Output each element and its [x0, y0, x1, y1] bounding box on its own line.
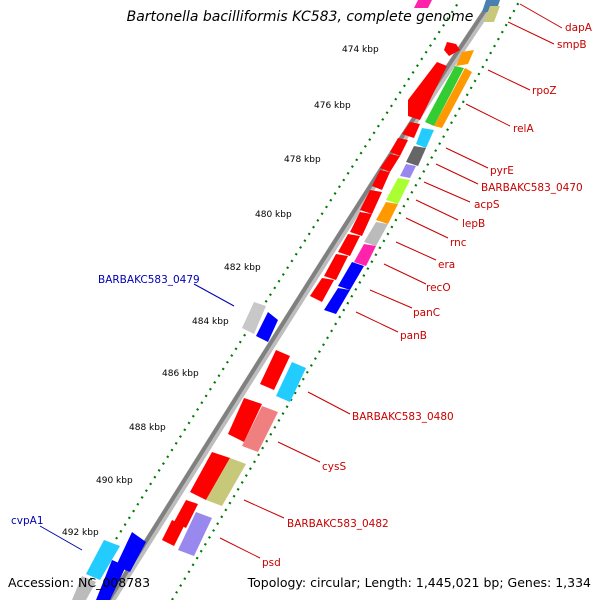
label-leader — [277, 441, 321, 463]
label-leader — [415, 199, 459, 221]
gene-feature[interactable] — [310, 278, 334, 302]
tick-label: 478 kbp — [284, 155, 321, 165]
label-leader — [355, 311, 399, 333]
gene-label-smpb[interactable]: smpB — [557, 39, 587, 51]
gene-label-dapa[interactable]: dapA — [565, 22, 593, 34]
gene-feature[interactable] — [96, 560, 126, 600]
gene-feature[interactable] — [260, 350, 290, 390]
label-leader — [39, 525, 83, 551]
forward-gene-labels: BARBAKC583_0479 cvpA1 — [11, 274, 235, 551]
genome-title: Bartonella bacilliformis KC583, complete… — [126, 9, 474, 25]
gene-label-acps[interactable]: acpS — [474, 199, 500, 211]
gene-feature[interactable] — [456, 50, 474, 66]
gene-feature[interactable] — [338, 262, 364, 290]
backbone-shadow — [107, 0, 498, 600]
label-leader — [435, 163, 479, 185]
gene-feature[interactable] — [190, 452, 230, 500]
label-leader — [423, 181, 471, 203]
gene-feature[interactable] — [444, 42, 460, 56]
tick-label: 484 kbp — [192, 317, 229, 327]
gene-feature[interactable] — [242, 302, 266, 334]
gene-feature[interactable] — [116, 532, 146, 572]
gene-feature[interactable] — [72, 576, 96, 600]
gene-feature[interactable] — [350, 212, 372, 236]
gene-feature[interactable] — [360, 190, 382, 214]
gene-feature[interactable] — [276, 362, 306, 402]
gene-label-rnc[interactable]: rnc — [450, 237, 467, 249]
gene-label-cyss[interactable]: cysS — [322, 461, 346, 473]
gene-feature[interactable] — [174, 500, 198, 528]
label-leader — [405, 217, 449, 239]
gene-feature[interactable] — [324, 288, 350, 314]
label-leader — [487, 69, 531, 91]
label-leader — [193, 283, 235, 307]
gene-feature[interactable] — [390, 138, 408, 156]
tick-label: 490 kbp — [96, 476, 133, 486]
tick-label: 486 kbp — [162, 369, 199, 379]
gene-feature[interactable] — [206, 458, 246, 506]
gene-label-barbakc583-0482[interactable]: BARBAKC583_0482 — [287, 518, 389, 530]
label-leader — [383, 263, 427, 285]
gene-label-reco[interactable]: recO — [426, 282, 451, 294]
gene-feature[interactable] — [386, 178, 410, 204]
label-leader — [369, 289, 413, 309]
tick-label: 476 kbp — [314, 101, 351, 111]
gene-feature[interactable] — [425, 66, 464, 126]
gene-feature[interactable] — [86, 540, 120, 580]
reverse-gene-labels: dapA smpB rpoZ relA pyrE BARBAKC583_0470… — [219, 3, 593, 569]
gene-feature[interactable] — [402, 122, 420, 138]
gene-feature[interactable] — [434, 68, 472, 128]
gene-feature[interactable] — [354, 244, 376, 266]
gene-features — [72, 0, 500, 600]
gene-label-panb[interactable]: panB — [400, 330, 427, 342]
gene-label-pyre[interactable]: pyrE — [490, 165, 514, 177]
gene-feature[interactable] — [484, 6, 500, 22]
gene-feature[interactable] — [408, 62, 447, 120]
tick-label: 474 kbp — [342, 45, 379, 55]
gene-feature[interactable] — [380, 154, 400, 172]
gene-feature[interactable] — [400, 164, 416, 178]
outer-tick-ring — [77, 0, 461, 600]
gene-feature[interactable] — [376, 202, 398, 224]
gene-label-rela[interactable]: relA — [513, 123, 534, 135]
gene-feature[interactable] — [242, 406, 278, 452]
tick-label: 488 kbp — [129, 423, 166, 433]
gene-label-panc[interactable]: panC — [413, 307, 440, 319]
gene-feature[interactable] — [364, 222, 388, 246]
label-leader — [243, 499, 285, 519]
label-leader — [307, 391, 351, 415]
tick-labels: 474 kbp 476 kbp 478 kbp 480 kbp 482 kbp … — [62, 45, 379, 538]
tick-label: 492 kbp — [62, 528, 99, 538]
gene-feature[interactable] — [406, 146, 426, 166]
tick-label: 482 kbp — [224, 263, 261, 273]
gene-feature[interactable] — [416, 128, 434, 148]
gene-label-psd[interactable]: psd — [262, 557, 281, 569]
label-leader — [465, 103, 511, 127]
label-leader — [507, 21, 555, 45]
gene-feature[interactable] — [228, 398, 262, 442]
gene-label-barbakc583-0470[interactable]: BARBAKC583_0470 — [481, 182, 583, 194]
gene-label-barbakc583-0479[interactable]: BARBAKC583_0479 — [98, 274, 200, 286]
topology-text: Topology: circular; Length: 1,445,021 bp… — [247, 575, 591, 590]
tick-label: 480 kbp — [255, 210, 292, 220]
gene-feature[interactable] — [414, 0, 432, 8]
accession-text: Accession: NC_008783 — [8, 575, 151, 590]
inner-tick-ring — [171, 0, 521, 600]
gene-label-lepb[interactable]: lepB — [462, 218, 485, 230]
gene-feature[interactable] — [324, 254, 348, 280]
label-leader — [519, 3, 563, 29]
gene-label-cvpa1[interactable]: cvpA1 — [11, 515, 44, 527]
label-leader — [445, 147, 489, 169]
gene-feature[interactable] — [162, 520, 184, 546]
label-leader — [219, 537, 261, 559]
gene-label-rpoz[interactable]: rpoZ — [532, 85, 557, 97]
gene-feature[interactable] — [338, 234, 360, 256]
label-leader — [395, 241, 437, 261]
gene-feature[interactable] — [372, 170, 390, 190]
gene-label-era[interactable]: era — [438, 259, 455, 271]
gene-feature[interactable] — [178, 512, 212, 556]
gene-feature[interactable] — [256, 312, 278, 342]
gene-label-barbakc583-0480[interactable]: BARBAKC583_0480 — [352, 411, 454, 423]
